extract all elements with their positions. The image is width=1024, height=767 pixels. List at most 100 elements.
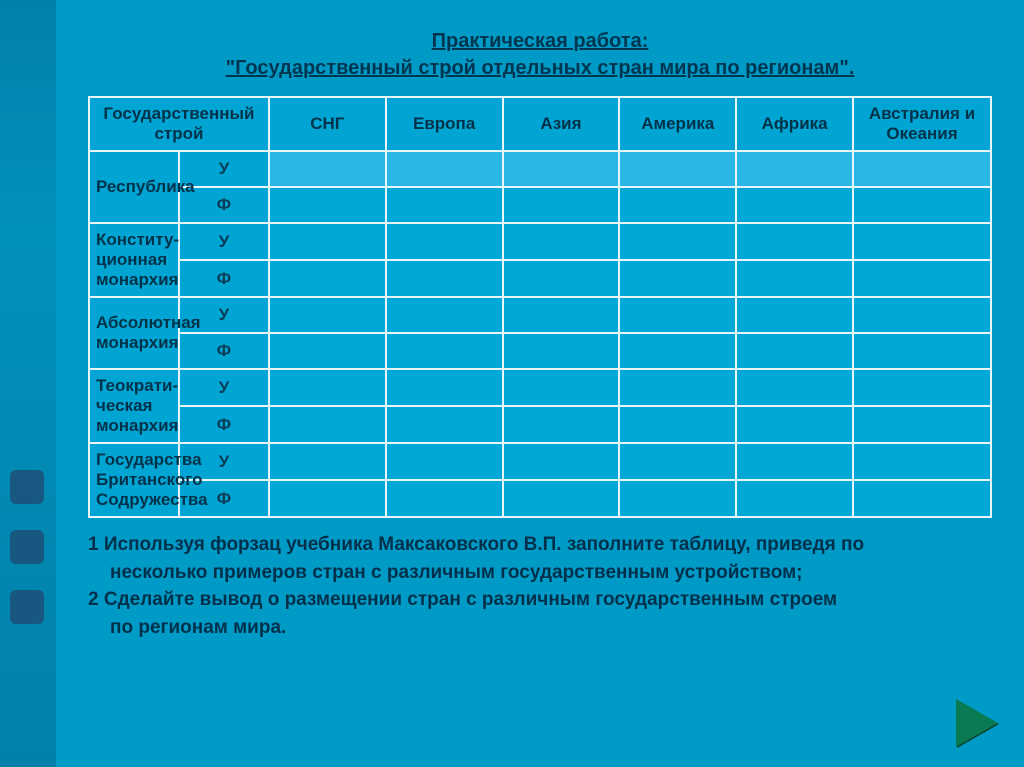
cell bbox=[386, 187, 503, 223]
row-sub: Ф bbox=[179, 406, 269, 443]
left-decorative-strip bbox=[0, 0, 56, 767]
table-row: Теократи-ческая монархия У bbox=[89, 369, 991, 406]
cell bbox=[503, 260, 620, 297]
cell bbox=[736, 223, 853, 260]
title-line-2: "Государственный строй отдельных стран м… bbox=[226, 57, 855, 79]
cell bbox=[853, 187, 991, 223]
row-heading: Государства Британского Содружества bbox=[89, 443, 179, 517]
cell bbox=[736, 333, 853, 369]
table-row: Абсолютная монархия У bbox=[89, 297, 991, 333]
cell bbox=[386, 297, 503, 333]
cell bbox=[853, 297, 991, 333]
strip-blob bbox=[10, 590, 44, 624]
slide-content: Практическая работа: "Государственный ст… bbox=[56, 0, 1024, 767]
table-row: Ф bbox=[89, 480, 991, 517]
table-header-row: Государственный строй СНГ Европа Азия Ам… bbox=[89, 97, 991, 151]
cell bbox=[619, 297, 736, 333]
row-heading: Конститу-ционная монархия bbox=[89, 223, 179, 297]
page-title: Практическая работа: "Государственный ст… bbox=[88, 28, 992, 82]
cell bbox=[503, 333, 620, 369]
task-line: 1 Используя форзац учебника Максаковског… bbox=[88, 532, 992, 558]
col-header: Азия bbox=[503, 97, 620, 151]
task-line: несколько примеров стран с различным гос… bbox=[88, 560, 992, 586]
cell bbox=[269, 443, 386, 480]
row-sub: Ф bbox=[179, 333, 269, 369]
cell bbox=[619, 187, 736, 223]
table-row: Республика У bbox=[89, 151, 991, 187]
col-header: Европа bbox=[386, 97, 503, 151]
cell bbox=[619, 151, 736, 187]
cell bbox=[736, 480, 853, 517]
cell bbox=[269, 297, 386, 333]
row-heading: Республика bbox=[89, 151, 179, 223]
cell bbox=[853, 260, 991, 297]
row-sub: У bbox=[179, 369, 269, 406]
table-row: Ф bbox=[89, 260, 991, 297]
row-sub: Ф bbox=[179, 260, 269, 297]
cell bbox=[619, 223, 736, 260]
cell bbox=[619, 333, 736, 369]
row-heading: Теократи-ческая монархия bbox=[89, 369, 179, 443]
cell bbox=[386, 223, 503, 260]
cell bbox=[386, 333, 503, 369]
cell bbox=[853, 480, 991, 517]
cell bbox=[736, 297, 853, 333]
table-row: Конститу-ционная монархия У bbox=[89, 223, 991, 260]
cell bbox=[853, 406, 991, 443]
cell bbox=[503, 187, 620, 223]
cell bbox=[736, 260, 853, 297]
cell bbox=[386, 480, 503, 517]
cell bbox=[503, 297, 620, 333]
col-header: СНГ bbox=[269, 97, 386, 151]
table-row: Ф bbox=[89, 406, 991, 443]
cell bbox=[503, 480, 620, 517]
cell bbox=[269, 151, 386, 187]
cell bbox=[736, 443, 853, 480]
cell bbox=[736, 187, 853, 223]
cell bbox=[269, 333, 386, 369]
cell bbox=[269, 369, 386, 406]
cell bbox=[619, 369, 736, 406]
cell bbox=[853, 443, 991, 480]
cell bbox=[619, 480, 736, 517]
cell bbox=[386, 260, 503, 297]
cell bbox=[269, 406, 386, 443]
cell bbox=[853, 151, 991, 187]
cell bbox=[619, 260, 736, 297]
cell bbox=[386, 443, 503, 480]
col-header: Австралия и Океания bbox=[853, 97, 991, 151]
table-row: Государства Британского Содружества У bbox=[89, 443, 991, 480]
row-sub: У bbox=[179, 223, 269, 260]
task-line: 2 Сделайте вывод о размещении стран с ра… bbox=[88, 587, 992, 613]
row-heading: Абсолютная монархия bbox=[89, 297, 179, 369]
table-row: Ф bbox=[89, 333, 991, 369]
cell bbox=[269, 223, 386, 260]
cell bbox=[736, 406, 853, 443]
cell bbox=[269, 260, 386, 297]
table-row: Ф bbox=[89, 187, 991, 223]
cell bbox=[503, 369, 620, 406]
cell bbox=[503, 443, 620, 480]
data-table: Государственный строй СНГ Европа Азия Ам… bbox=[88, 96, 992, 518]
next-arrow-icon[interactable] bbox=[956, 699, 998, 747]
cell bbox=[619, 443, 736, 480]
cell bbox=[619, 406, 736, 443]
col-header: Африка bbox=[736, 97, 853, 151]
cell bbox=[386, 406, 503, 443]
cell bbox=[386, 151, 503, 187]
cell bbox=[269, 187, 386, 223]
strip-blob bbox=[10, 470, 44, 504]
cell bbox=[503, 151, 620, 187]
cell bbox=[269, 480, 386, 517]
tasks-block: 1 Используя форзац учебника Максаковског… bbox=[88, 532, 992, 641]
cell bbox=[736, 151, 853, 187]
cell bbox=[853, 333, 991, 369]
cell bbox=[503, 406, 620, 443]
task-line: по регионам мира. bbox=[88, 615, 992, 641]
title-line-1: Практическая работа: bbox=[432, 30, 649, 52]
cell bbox=[503, 223, 620, 260]
cell bbox=[736, 369, 853, 406]
cell bbox=[386, 369, 503, 406]
col-header: Государственный строй bbox=[89, 97, 269, 151]
cell bbox=[853, 223, 991, 260]
